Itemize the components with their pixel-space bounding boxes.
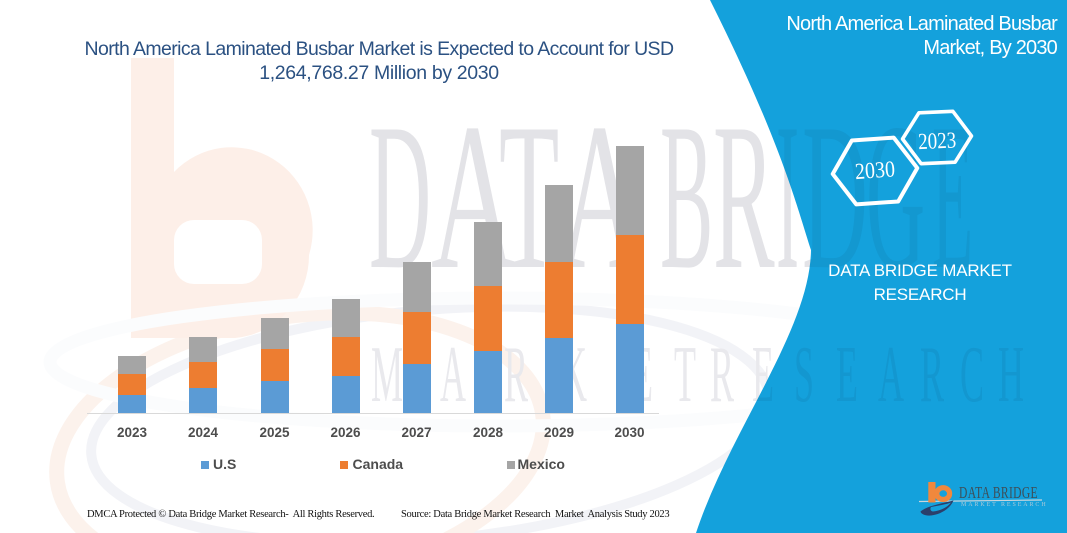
svg-text:2023: 2023 [918,127,957,154]
svg-text:2030: 2030 [854,156,896,184]
